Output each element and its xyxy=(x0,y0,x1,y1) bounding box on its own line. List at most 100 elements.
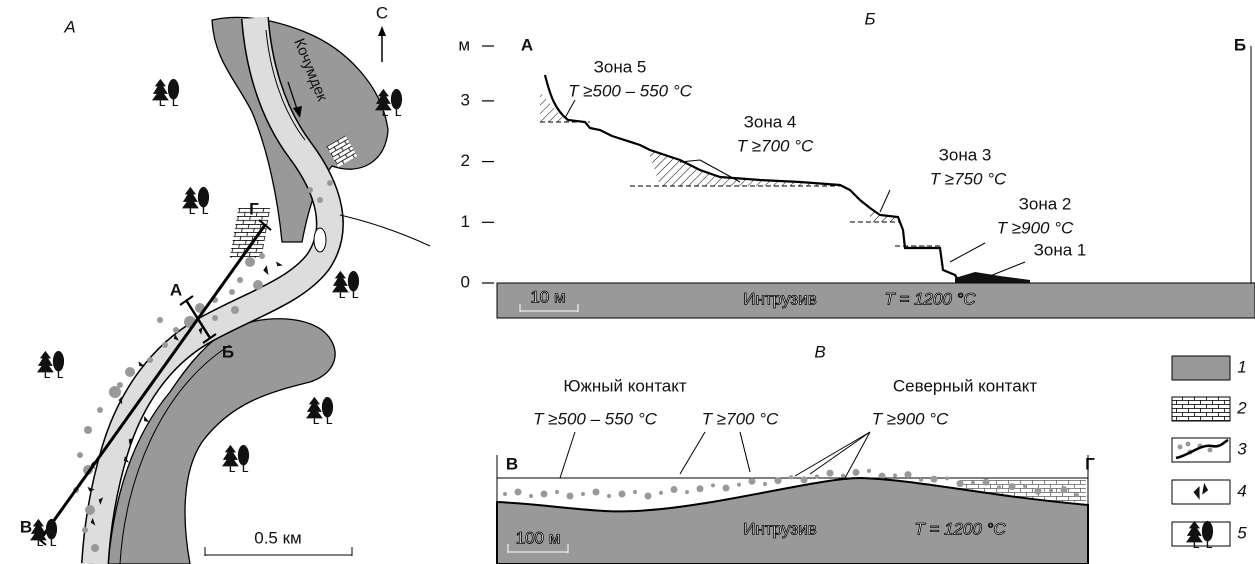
legend-label: 1 xyxy=(1237,357,1246,376)
profile-end-label: А xyxy=(170,280,182,299)
legend-swatch xyxy=(1171,437,1231,463)
gravel-dot xyxy=(982,478,990,486)
gravel-dot xyxy=(1034,487,1042,495)
contact-temp: T ≥500 – 550 °C xyxy=(533,409,658,428)
section-end-label: В xyxy=(20,517,32,536)
gravel-dot xyxy=(237,277,243,283)
gravel-dot xyxy=(852,468,860,476)
breccia-mark xyxy=(263,265,269,275)
section-end-label: Г xyxy=(249,199,259,218)
gravel-dot xyxy=(919,477,923,482)
gravel-dot xyxy=(971,480,975,485)
gravel-dot xyxy=(659,490,663,495)
river-channel xyxy=(265,29,306,141)
gravel-dot xyxy=(1185,441,1191,447)
breccia-mark xyxy=(173,334,179,341)
panel-label: А xyxy=(63,17,75,36)
leader-line xyxy=(949,242,986,263)
legend-label: 5 xyxy=(1237,523,1247,542)
contact-temp: T ≥700 °C xyxy=(702,409,779,428)
north-label: С xyxy=(376,3,388,22)
legend-swatch xyxy=(1171,355,1231,381)
gravel-dot xyxy=(77,452,83,458)
gravel-dot xyxy=(763,481,767,486)
gravel-dot xyxy=(867,468,871,473)
gravel-dot xyxy=(607,494,611,498)
y-unit: м xyxy=(458,35,470,54)
gravel-dot xyxy=(173,327,179,333)
profile-end-label: Б xyxy=(222,342,234,361)
gravel-dot xyxy=(618,490,626,498)
gravel-dot xyxy=(307,187,313,193)
legend-swatch xyxy=(1171,396,1231,422)
breccia-mark xyxy=(128,438,134,445)
zone-temp: T ≥500 – 550 °C xyxy=(568,81,693,100)
gravel-dot xyxy=(748,477,756,485)
gravel-dot xyxy=(956,480,964,488)
river-channel xyxy=(119,344,231,564)
leader-line xyxy=(879,189,891,213)
zone-hatch xyxy=(540,92,568,122)
gravel-dot xyxy=(1008,483,1016,491)
flow-arrow-head xyxy=(293,106,302,118)
gravel-dot xyxy=(696,485,704,493)
gravel-dot xyxy=(566,492,574,500)
gravel-dot xyxy=(125,367,135,377)
gravel-dot xyxy=(82,527,88,533)
forest-icon xyxy=(222,444,250,472)
surface-profile xyxy=(543,74,961,284)
y-tick-label: 2 xyxy=(461,151,470,170)
gravel-dot xyxy=(327,180,333,186)
gravel-dot xyxy=(259,253,265,259)
gravel-dot xyxy=(162,342,168,348)
gravel-dot xyxy=(253,280,263,290)
gravel-dot xyxy=(117,382,123,388)
island xyxy=(313,227,327,253)
gravel-dot xyxy=(317,197,323,203)
gravel-dot xyxy=(644,492,652,500)
intrusion-temp: T = 1200 °C xyxy=(884,289,976,308)
breccia-mark xyxy=(118,396,123,405)
breccia-mark xyxy=(1202,482,1209,495)
breccia-mark xyxy=(90,518,96,526)
legend-contact-line xyxy=(1175,438,1229,460)
gravel-dot xyxy=(592,488,600,496)
forest-icon xyxy=(332,270,360,298)
zone-name: Зона 3 xyxy=(939,145,992,164)
gravel-dot xyxy=(685,490,689,495)
y-tick-label: 3 xyxy=(461,90,470,109)
gravel-dot xyxy=(84,426,92,434)
forest-icon xyxy=(37,350,65,378)
zone-name: Зона 4 xyxy=(744,112,797,131)
intrusion-temp: T = 1200 °C xyxy=(914,519,1006,538)
gravel-dot xyxy=(815,474,819,479)
gravel-dot xyxy=(109,386,121,398)
profile-cap xyxy=(202,333,217,344)
gravel-dot xyxy=(670,485,678,493)
gravel-dot xyxy=(826,469,834,477)
gravel-dot xyxy=(722,484,730,492)
zone-temp: T ≥750 °C xyxy=(930,169,1007,188)
gravel-dot xyxy=(514,488,522,496)
contact-label: Северный контакт xyxy=(893,376,1037,395)
forest-icon xyxy=(306,396,334,424)
breccia-mark xyxy=(276,261,283,267)
gravel-dot xyxy=(711,483,715,488)
panel-label: Б xyxy=(864,9,875,28)
gravel-dot xyxy=(633,490,637,494)
legend-label: 3 xyxy=(1237,439,1247,458)
profile-end-label: Б xyxy=(1234,35,1246,54)
forest-icon xyxy=(152,78,180,106)
gravel-dot xyxy=(945,476,949,481)
gravel-dot xyxy=(893,473,897,478)
gravel-dot xyxy=(789,475,793,480)
leader-line xyxy=(679,159,701,163)
gravel-dot xyxy=(581,492,585,496)
gravel-dot xyxy=(737,482,741,487)
section-end-label: В xyxy=(506,454,518,473)
legend-swatch xyxy=(1171,479,1231,505)
leader-line xyxy=(809,431,871,475)
y-tick-label: 1 xyxy=(461,212,470,231)
legend-item: 3 xyxy=(1171,437,1247,463)
